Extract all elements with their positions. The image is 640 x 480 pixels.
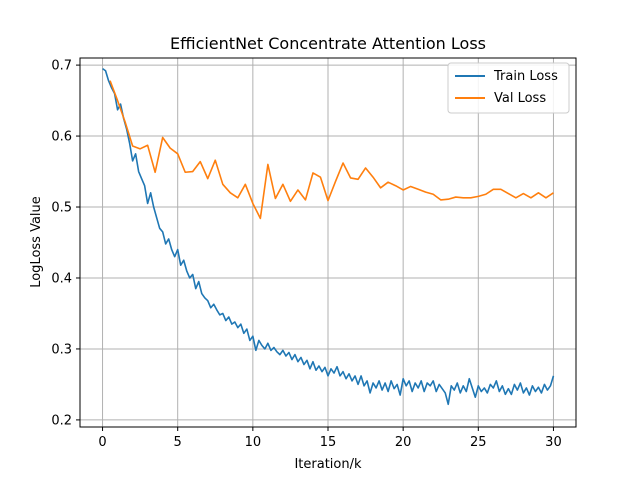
x-tick-label: 0 [98,435,106,450]
x-axis: 0 5 10 15 20 25 30 [98,427,562,450]
y-tick-label: 0.6 [51,130,72,145]
x-axis-label: Iteration/k [294,457,362,472]
y-tick-label: 0.5 [51,201,72,216]
chart-title: EfficientNet Concentrate Attention Loss [170,34,486,53]
grid-lines [80,58,576,427]
legend: Train Loss Val Loss [447,62,570,114]
x-tick-label: 20 [395,435,412,450]
x-tick-label: 5 [174,435,182,450]
series-layer [102,67,555,406]
x-tick-label: 25 [470,435,487,450]
series-line-val-loss [109,80,554,220]
y-tick-label: 0.4 [51,271,72,286]
y-axis-label: LogLoss Value [29,196,44,288]
y-tick-label: 0.7 [51,59,72,74]
legend-label-val-loss: Val Loss [494,91,546,106]
y-tick-label: 0.2 [51,413,72,428]
x-tick-label: 10 [245,435,262,450]
y-tick-label: 0.3 [51,342,72,357]
x-tick-label: 30 [545,435,562,450]
legend-label-train-loss: Train Loss [493,69,558,84]
series-line-train-loss [102,67,555,406]
y-axis: 0.2 0.3 0.4 0.5 0.6 0.7 [51,59,80,428]
x-tick-label: 15 [320,435,337,450]
